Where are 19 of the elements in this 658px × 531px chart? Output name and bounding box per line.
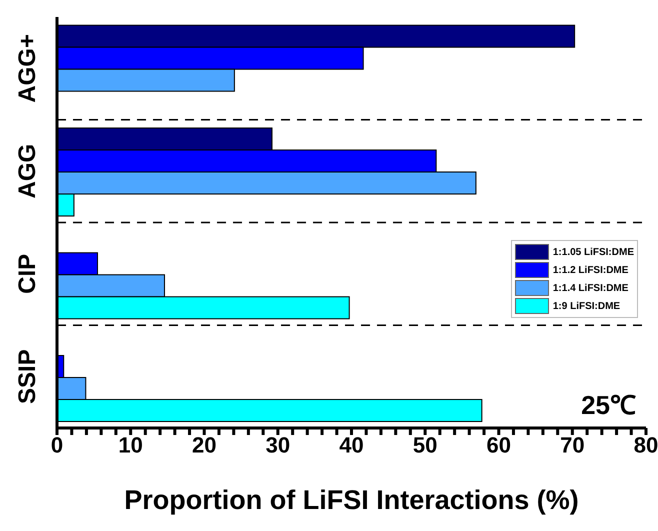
annotation: 25℃ — [581, 389, 636, 422]
legend-label: 1:1.2 LiFSI:DME — [552, 264, 628, 276]
x-tick-label: 0 — [50, 432, 64, 458]
y-tick-label: SSIP — [14, 349, 41, 404]
legend-label: 1:1.05 LiFSI:DME — [552, 246, 634, 258]
x-tick-label: 70 — [560, 432, 585, 458]
y-tick-label: CIP — [14, 254, 41, 294]
y-tick-label: AGG+ — [14, 34, 41, 103]
x-tick-label: 10 — [118, 432, 143, 458]
x-tick-label: 30 — [266, 432, 290, 458]
legend-label: 1:1.4 LiFSI:DME — [552, 282, 628, 294]
y-tick-label: AGG — [14, 144, 41, 198]
legend-label: 1:9 LiFSI:DME — [552, 300, 620, 312]
x-tick-label: 20 — [192, 432, 216, 458]
x-axis-title: Proportion of LiFSI Interactions (%) — [124, 485, 579, 515]
x-tick-label: 40 — [339, 432, 364, 458]
x-tick-label: 50 — [412, 432, 438, 458]
x-tick-label: 60 — [486, 432, 511, 458]
x-tick-label: 80 — [634, 432, 658, 458]
